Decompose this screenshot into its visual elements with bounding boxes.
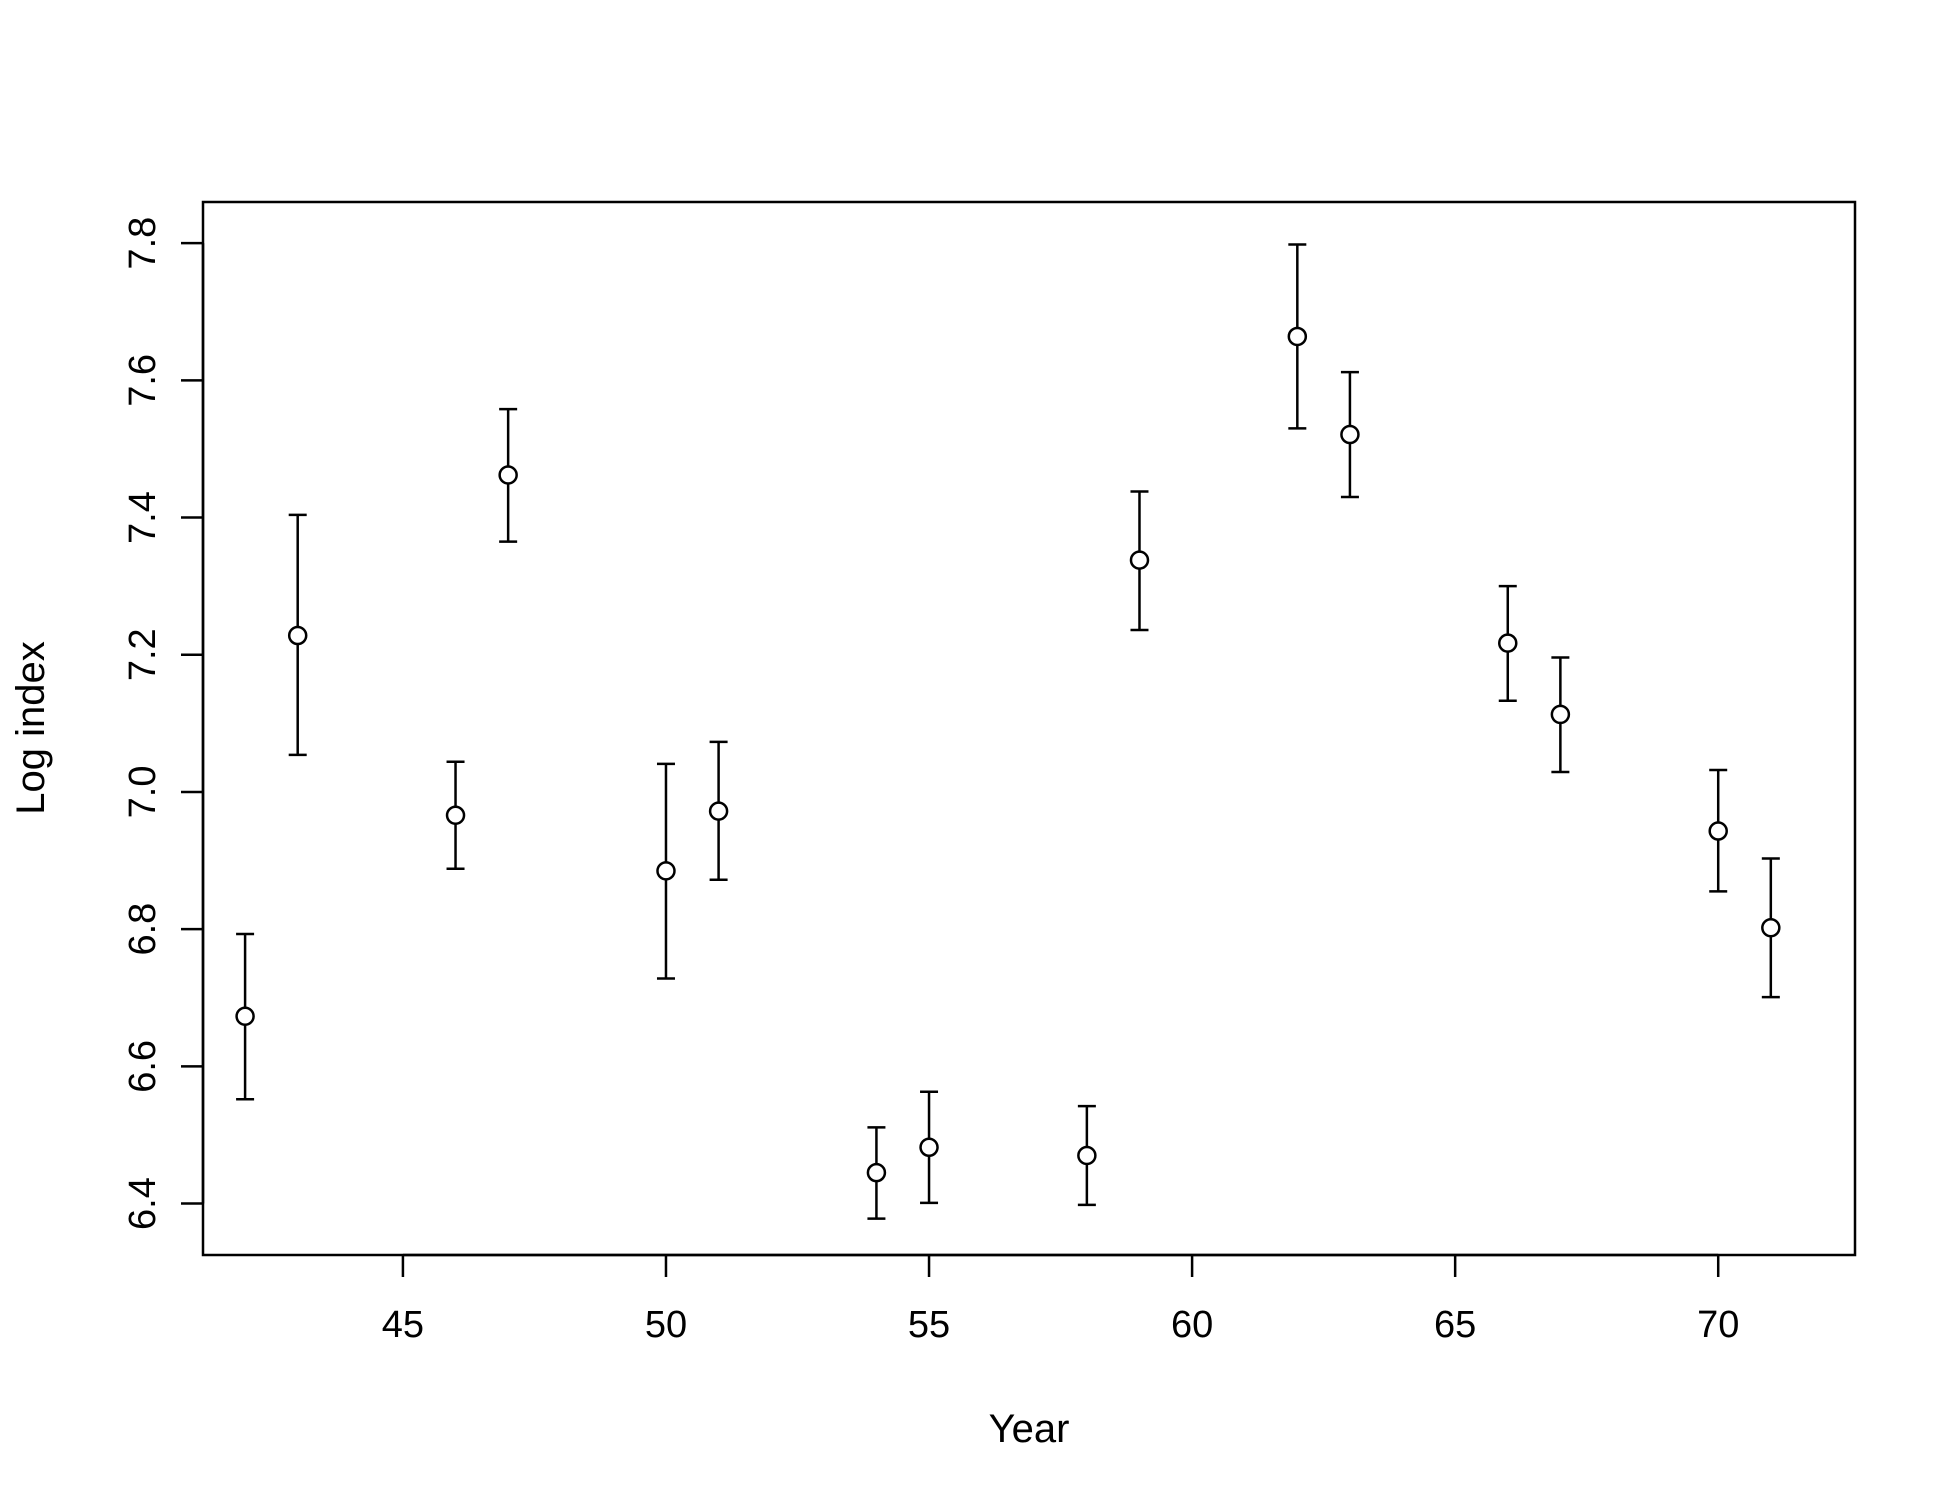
data-point (1129, 550, 1150, 570)
data-point (919, 1137, 939, 1158)
data-point (498, 465, 518, 485)
data-point (1761, 918, 1781, 938)
x-tick-label: 65 (1434, 1304, 1476, 1346)
data-point-group (708, 740, 729, 882)
plot-frame (201, 200, 1857, 1257)
x-tick-label: 70 (1697, 1304, 1739, 1346)
y-tick-label: 6.8 (122, 903, 164, 956)
y-axis: 6.4 6.6 6.8 7.0 7.2 7.4 7.6 7.8 (122, 217, 205, 1230)
data-point-group (235, 932, 255, 1101)
data-point-group (1077, 1104, 1097, 1207)
y-tick-label: 7.6 (122, 354, 164, 407)
data-point-group (1340, 370, 1360, 499)
data-point-group (656, 762, 676, 980)
y-tick-label: 7.8 (122, 217, 164, 270)
x-axis-label: Year (989, 1407, 1070, 1451)
data-point-group (866, 1126, 887, 1220)
data-point (1287, 326, 1308, 347)
data-points (235, 243, 1781, 1220)
y-tick-label: 6.4 (122, 1177, 164, 1230)
data-point-group (287, 513, 308, 757)
data-point-group (919, 1090, 939, 1205)
data-point-group (1498, 584, 1518, 702)
data-point (235, 1006, 255, 1027)
data-point (1550, 704, 1571, 725)
data-point (866, 1162, 887, 1183)
x-tick-label: 60 (1171, 1304, 1213, 1346)
data-point-group (445, 760, 466, 871)
data-point (1077, 1145, 1097, 1166)
data-point-group (1550, 656, 1571, 774)
y-axis-label: Log index (9, 641, 53, 814)
data-point (708, 801, 729, 821)
data-point (656, 861, 676, 881)
data-point (1498, 633, 1518, 653)
data-point (1340, 424, 1360, 445)
x-tick-label: 50 (645, 1304, 687, 1346)
y-tick-label: 6.6 (122, 1040, 164, 1093)
y-tick-label: 7.2 (122, 628, 164, 681)
data-point-group (1761, 857, 1781, 999)
y-tick-label: 7.4 (122, 491, 164, 544)
data-point (1708, 821, 1728, 841)
y-tick-label: 7.0 (122, 766, 164, 819)
x-tick-label: 45 (382, 1304, 424, 1346)
data-point-group (1287, 243, 1308, 430)
x-tick-label: 55 (908, 1304, 950, 1346)
data-point-group (1708, 768, 1728, 893)
data-point (445, 805, 466, 826)
data-point-group (498, 407, 518, 543)
x-axis: 45 50 55 60 65 70 (382, 1253, 1739, 1346)
data-point-group (1129, 490, 1150, 632)
data-point (287, 625, 308, 646)
